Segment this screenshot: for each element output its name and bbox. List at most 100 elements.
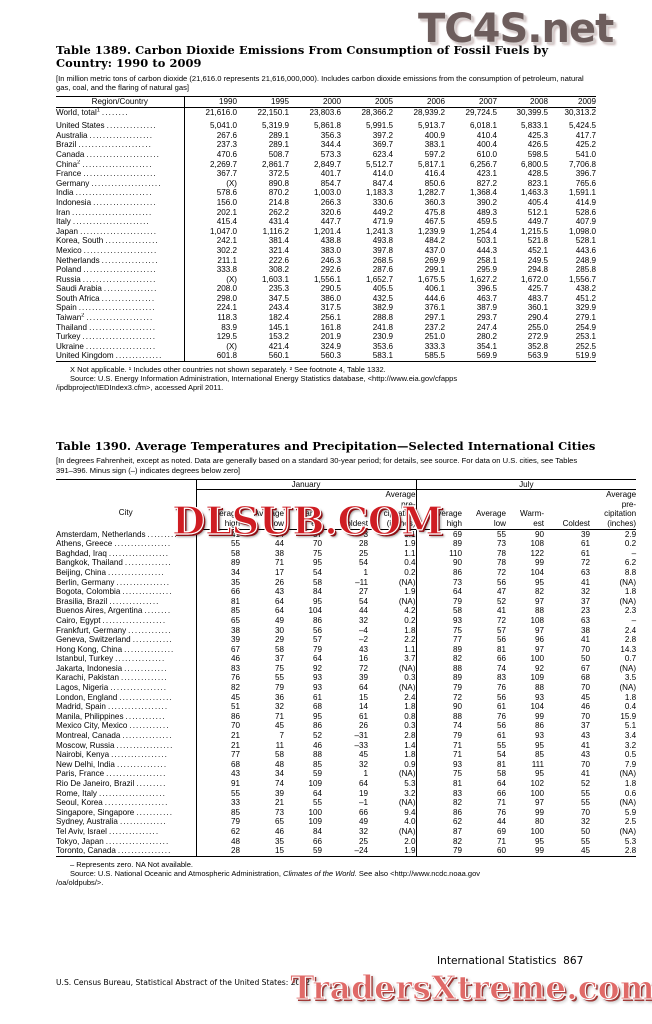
- table-row: Singapore, Singapore........... 85 73 100 66…: [56, 807, 636, 818]
- row-label: Rio De Janeiro, Brazil.........: [56, 779, 196, 789]
- data-cell: 56: [497, 635, 507, 645]
- data-cell: 521.8: [527, 236, 548, 246]
- row-label: Amsterdam, Netherlands.........: [56, 529, 196, 539]
- data-cell: 1,463.3: [520, 188, 548, 198]
- data-cell: 459.5: [476, 217, 497, 227]
- row-label-text: Baghdad, Iraq: [56, 548, 107, 558]
- row-label-text: Turkey: [56, 332, 81, 342]
- data-cell: 95: [535, 577, 545, 587]
- data-cell: 1,003.0: [313, 188, 341, 198]
- data-cell: 21,616.0: [183, 107, 237, 118]
- data-cell: 268.5: [372, 255, 393, 265]
- leader-dots: .....................: [82, 159, 153, 169]
- data-cell: 33: [195, 798, 240, 808]
- data-cell: 387.9: [476, 303, 497, 313]
- data-cell: 252.5: [575, 341, 596, 351]
- table-row: Brasilia, Brazil............... 81 64 95 54(…: [56, 596, 636, 607]
- data-cell: –: [631, 615, 637, 625]
- data-cell: 50: [581, 654, 591, 664]
- data-cell: 7.9: [624, 759, 637, 769]
- data-cell: 72: [581, 558, 591, 568]
- data-cell: 288.8: [372, 313, 393, 323]
- data-cell: 37: [581, 721, 591, 731]
- data-cell: 1,254.4: [469, 226, 497, 236]
- data-cell: 58: [497, 769, 507, 779]
- data-cell: 79: [415, 596, 463, 607]
- column-subheader: Coldest: [322, 489, 368, 530]
- data-cell: 61: [497, 702, 507, 712]
- data-cell: –24: [322, 846, 368, 857]
- data-cell: 5,991.5: [365, 121, 393, 131]
- subheader-line: Average: [254, 509, 284, 519]
- row-label: South Africa................: [56, 294, 184, 304]
- data-cell: 28,366.2: [361, 107, 393, 117]
- data-cell: 302.2: [183, 245, 237, 256]
- data-cell: 376.1: [424, 303, 445, 313]
- data-cell: 67: [195, 644, 240, 655]
- data-cell: 56: [497, 577, 507, 587]
- data-cell: 256.1: [320, 313, 341, 323]
- row-label-text: India: [56, 188, 74, 198]
- data-cell: 81: [497, 644, 507, 654]
- data-cell: 292.6: [320, 265, 341, 275]
- data-cell: 69: [497, 826, 507, 836]
- data-cell: 211.1: [183, 255, 237, 266]
- data-cell: 1,603.1: [261, 274, 289, 284]
- data-cell: 601.8: [183, 351, 237, 363]
- table-row: Karachi, Pakistan.............. 76 55 93 39 0…: [56, 673, 636, 684]
- data-cell: 43: [274, 587, 284, 597]
- leader-dots: ...................: [93, 197, 157, 207]
- data-cell: 3.4: [624, 731, 637, 741]
- data-cell: 93: [535, 731, 545, 741]
- data-cell: 1.8: [404, 750, 416, 760]
- data-cell: 72: [497, 567, 507, 577]
- data-cell: 38: [195, 625, 240, 636]
- data-cell: 386.0: [320, 293, 341, 303]
- data-cell: 1.9: [404, 539, 416, 549]
- data-cell: 258.1: [476, 255, 497, 265]
- data-cell: 57: [497, 625, 507, 635]
- leader-dots: ................: [101, 293, 156, 303]
- column-subheader: Average high: [415, 489, 463, 530]
- data-cell: 38: [274, 548, 284, 558]
- row-label-text: Australia: [56, 130, 88, 140]
- data-cell: –31: [354, 731, 368, 741]
- leader-dots: .................: [110, 683, 168, 693]
- data-cell: 79: [415, 846, 463, 857]
- data-cell: (NA): [398, 826, 416, 836]
- data-cell: 72: [415, 692, 463, 703]
- data-cell: 1,652.7: [365, 274, 393, 284]
- row-label-text: South Africa: [56, 293, 100, 303]
- row-label: Frankfurt, Germany.............: [56, 626, 196, 636]
- row-label: Brazil......................: [56, 140, 184, 150]
- row-label: Lagos, Nigeria.................: [56, 683, 196, 693]
- leader-dots: ...............: [109, 596, 160, 606]
- data-cell: 93: [312, 673, 322, 683]
- row-label: Beijing, China.................: [56, 568, 196, 578]
- table-row: Bangkok, Thailand.............. 89 71 95 54 0…: [56, 558, 636, 568]
- data-cell: 44: [274, 539, 284, 549]
- data-cell: 58: [274, 750, 284, 760]
- data-cell: (NA): [619, 683, 637, 693]
- data-cell: (NA): [398, 798, 416, 808]
- data-cell: 246.3: [320, 255, 341, 265]
- data-cell: 372.5: [268, 169, 289, 179]
- leader-dots: .......................: [78, 303, 156, 313]
- data-cell: 48: [195, 836, 240, 847]
- data-cell: 70: [581, 759, 591, 769]
- data-cell: 45: [274, 721, 284, 731]
- row-label-text: Thailand: [56, 322, 88, 332]
- data-cell: 512.1: [527, 207, 548, 217]
- data-cell: 390.2: [476, 197, 497, 207]
- data-cell: 88: [312, 750, 322, 760]
- row-label: Seoul, Korea...................: [56, 798, 196, 808]
- data-cell: 82: [415, 798, 463, 808]
- data-cell: 76: [497, 711, 507, 721]
- data-cell: 65: [195, 615, 240, 626]
- data-cell: (NA): [619, 663, 637, 673]
- data-cell: 74: [274, 779, 284, 788]
- data-cell: 11: [275, 740, 284, 750]
- data-cell: 66: [497, 788, 507, 798]
- data-cell: 66: [497, 654, 507, 664]
- source-line-1: Source: U.S. National Oceanic and Atmosp…: [56, 869, 596, 878]
